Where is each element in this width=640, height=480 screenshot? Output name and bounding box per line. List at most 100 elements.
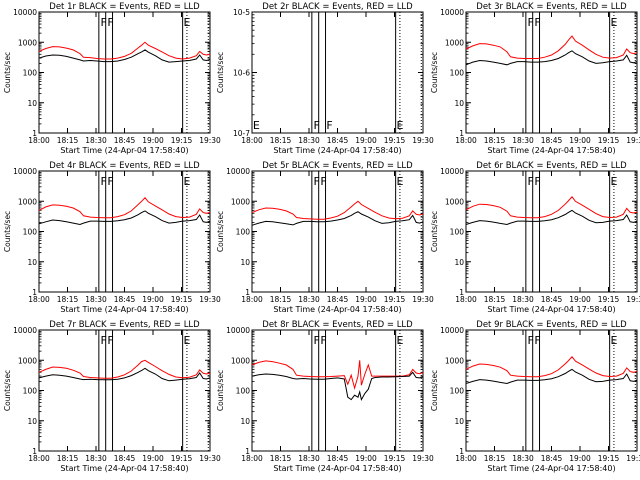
events-series-line xyxy=(465,209,638,226)
x-tick-label: 19:30 xyxy=(412,454,434,463)
x-tick-label: 19:00 xyxy=(142,295,164,304)
y-tick-label: 10 xyxy=(27,99,37,108)
x-tick-label: 18:30 xyxy=(85,454,107,463)
plot-frame xyxy=(251,11,424,134)
y-tick-label: 10000 xyxy=(13,167,37,176)
event-marker: E xyxy=(253,119,260,132)
y-tick-label: 10000 xyxy=(226,167,250,176)
event-marker: F xyxy=(528,175,534,188)
y-tick-label: 10000 xyxy=(13,8,37,17)
x-axis-label: Start Time (24-Apr-04 17:58:40) xyxy=(273,146,401,155)
event-marker: F xyxy=(314,119,320,132)
x-tick-label: 19:30 xyxy=(626,295,640,304)
y-tick-label: 10 xyxy=(240,417,250,426)
event-marker: F xyxy=(101,334,107,347)
y-tick-label: 10-5 xyxy=(233,8,250,17)
x-tick-label: 18:15 xyxy=(57,295,79,304)
event-marker: F xyxy=(528,334,534,347)
panel-title: Det 2r BLACK = Events, RED = LLD xyxy=(262,2,413,12)
x-tick-label: 18:30 xyxy=(512,454,534,463)
det-panel-6: Det 6r BLACK = Events, RED = LLD 1 10 100 10… xyxy=(430,161,640,314)
y-tick-label: 10 xyxy=(240,258,250,267)
x-tick-label: 18:45 xyxy=(541,295,563,304)
det-panel-3: Det 3r BLACK = Events, RED = LLD 1 10 100 10… xyxy=(430,2,640,155)
y-axis-label: Counts/sec xyxy=(3,370,12,411)
event-marker: E xyxy=(183,16,190,29)
y-tick-label: 100 xyxy=(450,228,465,237)
x-tick-label: 19:00 xyxy=(569,136,591,145)
y-axis-label: Counts/sec xyxy=(3,52,12,93)
panel-title: Det 5r BLACK = Events, RED = LLD xyxy=(262,161,413,171)
event-marker: E xyxy=(610,334,617,347)
x-tick-label: 18:30 xyxy=(85,295,107,304)
x-tick-label: 18:45 xyxy=(114,295,136,304)
det-panel-4: Det 4r BLACK = Events, RED = LLD 1 10 100 10… xyxy=(3,161,221,314)
plot-frame xyxy=(465,11,638,134)
event-marker: F xyxy=(534,334,540,347)
y-tick-label: 10 xyxy=(454,99,464,108)
events-series-line xyxy=(465,50,638,66)
y-tick-label: 1 xyxy=(459,129,464,138)
x-tick-label: 18:00 xyxy=(455,136,477,145)
event-marker: F xyxy=(314,175,320,188)
y-tick-label: 10000 xyxy=(440,167,464,176)
x-axis-label: Start Time (24-Apr-04 17:58:40) xyxy=(273,305,401,314)
y-tick-label: 10 xyxy=(27,417,37,426)
events-series-line xyxy=(38,49,211,63)
x-tick-label: 18:00 xyxy=(455,295,477,304)
x-tick-label: 18:00 xyxy=(28,454,50,463)
y-tick-label: 1 xyxy=(459,288,464,297)
plot-frame xyxy=(38,329,211,452)
x-tick-label: 18:15 xyxy=(270,136,292,145)
x-tick-label: 18:45 xyxy=(541,454,563,463)
lld-series-line xyxy=(38,359,211,379)
plot-frame xyxy=(38,11,211,134)
y-tick-label: 100 xyxy=(23,228,38,237)
event-marker: E xyxy=(396,175,403,188)
events-series-line xyxy=(38,210,211,226)
det-panel-9: Det 9r BLACK = Events, RED = LLD 1 10 100 10… xyxy=(430,320,640,473)
y-tick-label: 100 xyxy=(23,69,38,78)
x-tick-label: 18:45 xyxy=(327,295,349,304)
det-panel-8: Det 8r BLACK = Events, RED = LLD 1 10 100 10… xyxy=(216,320,434,473)
event-marker: E xyxy=(183,334,190,347)
x-tick-label: 19:15 xyxy=(384,454,406,463)
x-tick-label: 18:30 xyxy=(298,136,320,145)
event-marker: F xyxy=(314,334,320,347)
panel-title: Det 3r BLACK = Events, RED = LLD xyxy=(476,2,627,12)
x-tick-label: 19:15 xyxy=(384,136,406,145)
x-tick-label: 18:30 xyxy=(298,454,320,463)
lld-series-line xyxy=(465,196,638,219)
event-marker: F xyxy=(534,16,540,29)
events-series-line xyxy=(465,368,638,385)
y-tick-label: 1000 xyxy=(445,356,464,365)
event-marker: F xyxy=(528,16,534,29)
x-tick-label: 19:15 xyxy=(384,295,406,304)
x-tick-label: 18:45 xyxy=(114,454,136,463)
x-tick-label: 19:15 xyxy=(171,295,193,304)
x-tick-label: 19:00 xyxy=(569,295,591,304)
det-panel-5: Det 5r BLACK = Events, RED = LLD 1 10 100 10… xyxy=(216,161,434,314)
x-axis-label: Start Time (24-Apr-04 17:58:40) xyxy=(60,146,188,155)
y-tick-label: 1000 xyxy=(18,38,37,47)
x-tick-label: 19:30 xyxy=(199,136,221,145)
x-tick-label: 18:00 xyxy=(455,454,477,463)
x-tick-label: 19:30 xyxy=(626,454,640,463)
events-series-line xyxy=(251,211,424,226)
x-tick-label: 18:00 xyxy=(241,295,263,304)
event-marker: F xyxy=(534,175,540,188)
y-tick-label: 1 xyxy=(245,447,250,456)
x-tick-label: 19:00 xyxy=(142,136,164,145)
x-tick-label: 18:15 xyxy=(57,136,79,145)
y-tick-label: 1 xyxy=(459,447,464,456)
x-tick-label: 19:00 xyxy=(355,454,377,463)
x-tick-label: 18:15 xyxy=(57,454,79,463)
y-tick-label: 1 xyxy=(245,288,250,297)
plot-frame xyxy=(251,170,424,293)
det-panel-2: Det 2r BLACK = Events, RED = LLD 10-7 10-6… xyxy=(216,2,434,155)
x-axis-label: Start Time (24-Apr-04 17:58:40) xyxy=(60,305,188,314)
y-tick-label: 100 xyxy=(236,228,251,237)
x-axis-label: Start Time (24-Apr-04 17:58:40) xyxy=(60,464,188,473)
event-marker: F xyxy=(320,334,326,347)
